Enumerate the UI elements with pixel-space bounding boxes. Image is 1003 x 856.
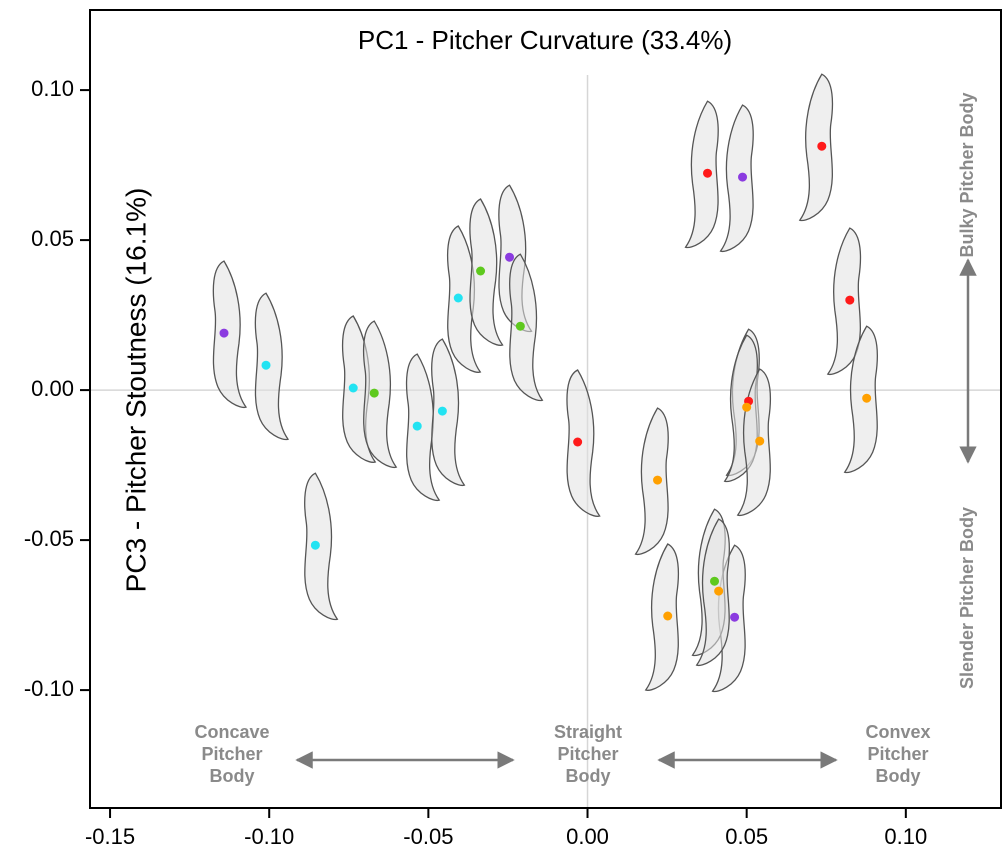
point xyxy=(369,388,379,398)
plot-frame xyxy=(89,9,1002,809)
pitcher-shape xyxy=(826,227,862,376)
pitcher-shapes xyxy=(212,73,878,693)
pitcher-shape xyxy=(644,543,680,691)
point xyxy=(703,168,713,178)
annotation: Straight xyxy=(554,722,622,742)
pitcher-shape xyxy=(566,369,601,517)
x-tick-label: -0.10 xyxy=(244,824,294,849)
annotation: Pitcher xyxy=(201,744,262,764)
y-tick-label: 0.10 xyxy=(31,76,74,101)
annotation: Pitcher xyxy=(867,744,928,764)
pitcher-shape xyxy=(684,100,719,249)
pitcher-shape xyxy=(254,292,290,441)
point xyxy=(505,252,515,262)
annotation: Body xyxy=(210,766,255,786)
pitcher-shape xyxy=(634,407,669,556)
pitcher-shape xyxy=(304,472,339,621)
y-axis-label: PC3 - Pitcher Stoutness (16.1%) xyxy=(120,188,151,593)
point xyxy=(714,586,724,596)
point xyxy=(755,436,765,446)
point xyxy=(219,328,229,338)
annotation: Concave xyxy=(194,722,269,742)
point xyxy=(437,406,447,416)
point xyxy=(515,321,525,331)
pitcher-shape xyxy=(469,198,504,346)
pitcher-shape xyxy=(695,518,730,667)
point xyxy=(412,421,422,431)
pitcher-shape xyxy=(798,73,834,222)
point xyxy=(710,576,720,586)
point xyxy=(817,141,827,151)
point xyxy=(453,293,463,303)
pitcher-shape xyxy=(212,260,248,409)
y-tick-label: 0.05 xyxy=(31,226,74,251)
pitcher-shape xyxy=(719,104,754,253)
point xyxy=(663,611,673,621)
annotation: Convex xyxy=(865,722,930,742)
point xyxy=(862,393,872,403)
chart-title: PC1 - Pitcher Curvature (33.4%) xyxy=(358,25,732,55)
point xyxy=(738,172,748,182)
annotation: Pitcher xyxy=(557,744,618,764)
pitcher-shape xyxy=(362,320,398,469)
point xyxy=(742,402,752,412)
point xyxy=(730,612,740,622)
point xyxy=(261,360,271,370)
y-tick-label: -0.10 xyxy=(24,676,74,701)
point xyxy=(653,475,663,485)
x-tick-label: -0.05 xyxy=(403,824,453,849)
point xyxy=(476,266,486,276)
x-tick-label: -0.15 xyxy=(85,824,135,849)
point xyxy=(845,295,855,305)
annotation: Body xyxy=(876,766,921,786)
annotation: Slender Pitcher Body xyxy=(957,507,977,689)
x-tick-label: 0.10 xyxy=(884,824,927,849)
y-tick-label: -0.05 xyxy=(24,526,74,551)
x-tick-label: 0.00 xyxy=(566,824,609,849)
annotation: Body xyxy=(566,766,611,786)
point xyxy=(573,437,583,447)
points xyxy=(219,141,872,622)
x-tick-label: 0.05 xyxy=(725,824,768,849)
pitcher-shape xyxy=(431,338,466,487)
point xyxy=(310,540,320,550)
pitcher-shape xyxy=(736,368,772,517)
y-tick-label: 0.00 xyxy=(31,376,74,401)
annotation: Bulky Pitcher Body xyxy=(957,92,977,257)
pitcher-shape xyxy=(843,325,878,474)
pitcher-shape xyxy=(509,253,544,402)
point xyxy=(348,383,358,393)
